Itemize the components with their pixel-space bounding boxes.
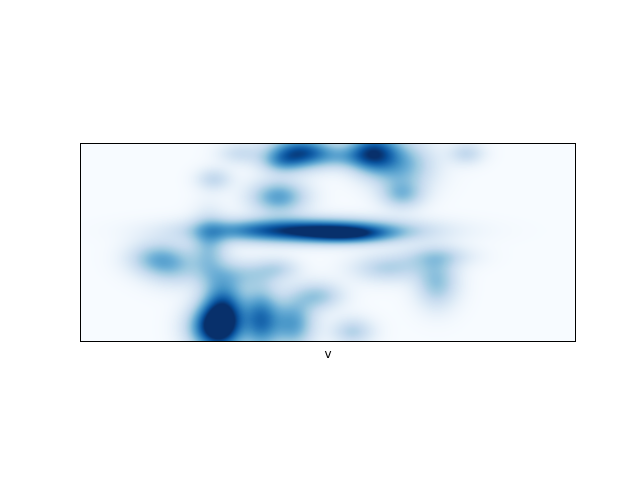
plot-frame bbox=[80, 143, 576, 342]
x-axis-label: v bbox=[324, 347, 331, 361]
heatmap-image bbox=[80, 143, 576, 342]
